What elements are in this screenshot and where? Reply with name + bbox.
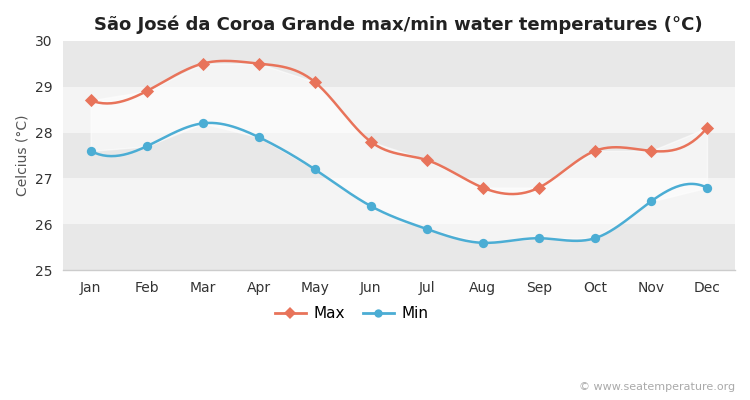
Point <box>701 125 713 131</box>
Point <box>421 226 433 232</box>
Point <box>477 240 489 246</box>
Point <box>85 97 97 104</box>
Bar <box>62 178 735 224</box>
Text: © www.seatemperature.org: © www.seatemperature.org <box>579 382 735 392</box>
Point <box>253 60 265 67</box>
Point <box>85 148 97 154</box>
Point <box>645 198 657 205</box>
Point <box>589 148 601 154</box>
Point <box>309 166 321 172</box>
Bar <box>62 41 735 86</box>
Point <box>141 143 153 150</box>
Point <box>196 60 208 67</box>
Point <box>141 88 153 94</box>
Bar <box>62 224 735 270</box>
Point <box>196 120 208 126</box>
Point <box>364 203 376 209</box>
Point <box>477 184 489 191</box>
Bar <box>62 132 735 178</box>
Point <box>253 134 265 140</box>
Legend: Max, Min: Max, Min <box>269 300 434 327</box>
Point <box>589 235 601 242</box>
Point <box>533 184 545 191</box>
Point <box>421 157 433 163</box>
Point <box>364 138 376 145</box>
Point <box>645 148 657 154</box>
Point <box>701 184 713 191</box>
Point <box>309 79 321 85</box>
Y-axis label: Celcius (°C): Celcius (°C) <box>15 115 29 196</box>
Point <box>533 235 545 242</box>
Title: São José da Coroa Grande max/min water temperatures (°C): São José da Coroa Grande max/min water t… <box>94 15 703 34</box>
Bar <box>62 86 735 132</box>
